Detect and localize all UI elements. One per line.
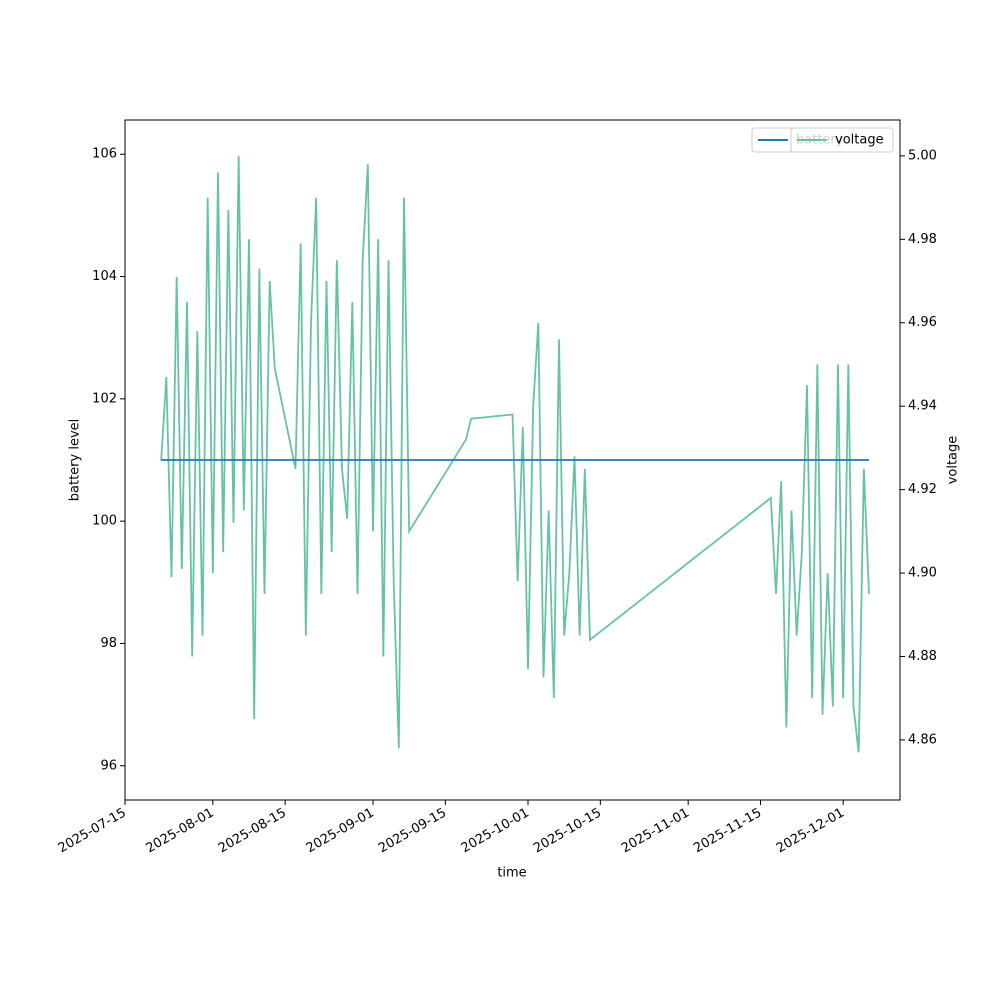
y-tick-label: 104 [92, 269, 117, 284]
legend-label: voltage [835, 133, 884, 148]
legend-box [790, 127, 894, 153]
y2-axis-label: voltage [946, 436, 961, 485]
y2-tick-label: 5.00 [908, 148, 937, 163]
y2-tick-label: 4.94 [908, 399, 937, 414]
y2-tick-label: 4.86 [908, 732, 937, 747]
x-tick-label: 2025-10-15 [531, 806, 604, 857]
x-tick-label: 2025-12-01 [774, 806, 847, 857]
x-axis-label: time [497, 866, 526, 881]
x-tick-label: 2025-11-15 [691, 806, 764, 857]
line-series [160, 155, 870, 753]
y2-tick-label: 4.90 [908, 566, 937, 581]
x-tick-label: 2025-11-01 [619, 806, 692, 857]
y-axis-label: battery level [68, 419, 83, 502]
y-tick-label: 96 [100, 758, 117, 773]
plot-frame [124, 119, 901, 801]
x-tick-label: 2025-08-15 [216, 806, 289, 857]
y2-tick-label: 4.98 [908, 232, 937, 247]
y2-tick-label: 4.92 [908, 482, 937, 497]
y-tick-label: 100 [92, 514, 117, 529]
x-tick-label: 2025-09-01 [304, 806, 377, 857]
x-tick-label: 2025-09-15 [376, 806, 449, 857]
y-tick-label: 106 [92, 147, 117, 162]
x-tick-label: 2025-07-15 [56, 806, 129, 857]
y2-tick-label: 4.96 [908, 315, 937, 330]
y-tick-label: 102 [92, 391, 117, 406]
x-tick-label: 2025-10-01 [459, 806, 532, 857]
x-tick-label: 2025-08-01 [144, 806, 217, 857]
y-tick-label: 98 [100, 636, 117, 651]
y2-tick-label: 4.88 [908, 649, 937, 664]
